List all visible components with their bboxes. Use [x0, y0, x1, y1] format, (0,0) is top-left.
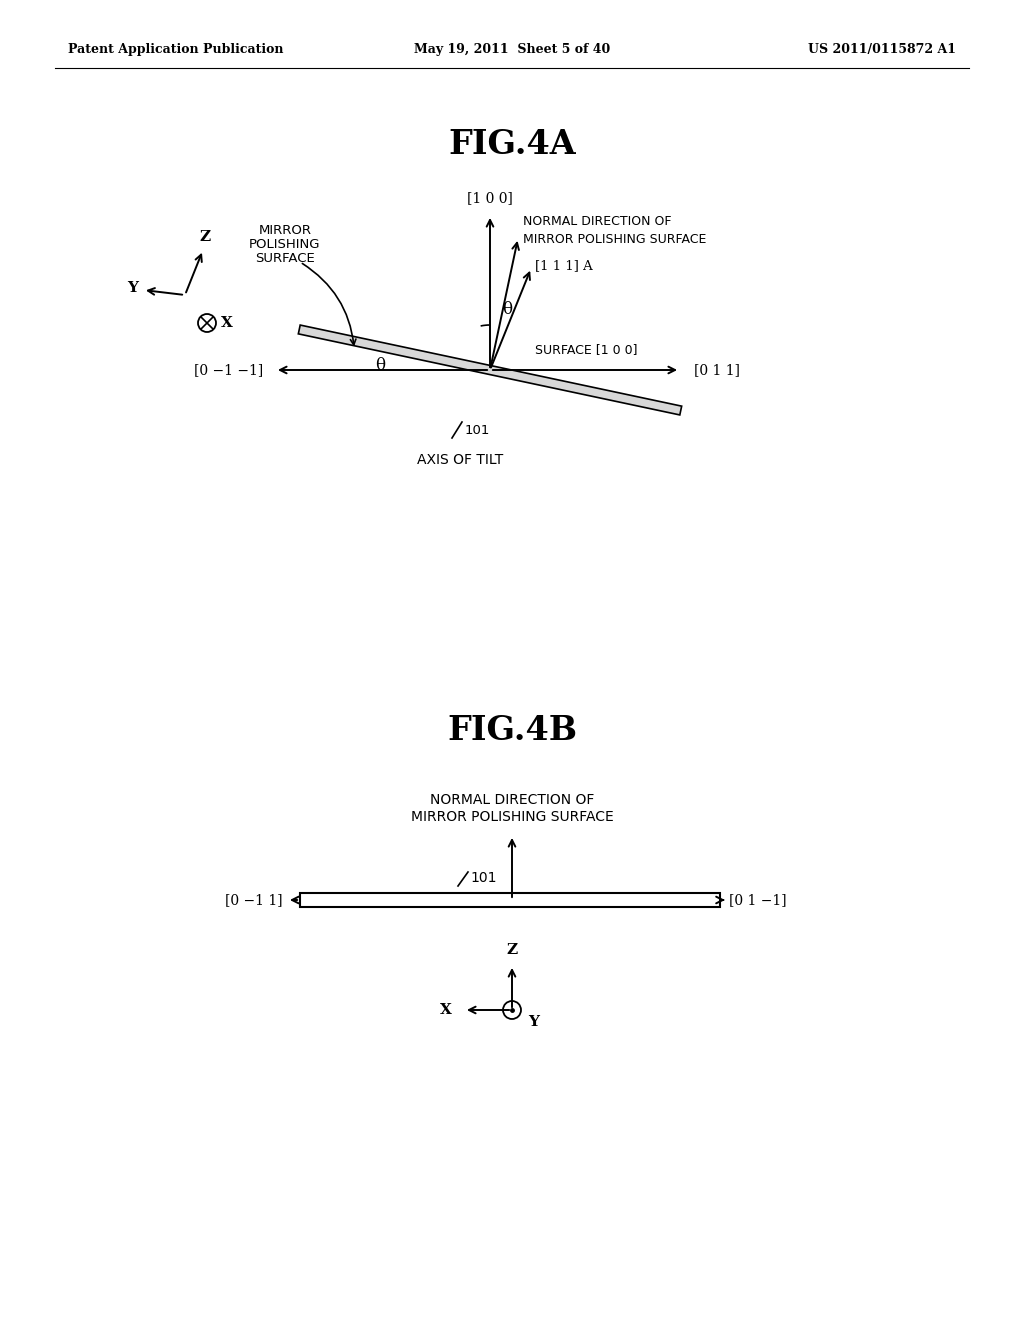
Bar — [300, 894, 720, 907]
Text: [1 1 1] A: [1 1 1] A — [536, 260, 593, 272]
Text: US 2011/0115872 A1: US 2011/0115872 A1 — [808, 44, 956, 57]
Text: NORMAL DIRECTION OF: NORMAL DIRECTION OF — [430, 793, 594, 807]
Text: POLISHING: POLISHING — [249, 238, 321, 251]
Text: MIRROR POLISHING SURFACE: MIRROR POLISHING SURFACE — [523, 232, 707, 246]
Text: [0 1 −1]: [0 1 −1] — [729, 894, 786, 907]
Polygon shape — [298, 325, 682, 414]
Text: θ: θ — [502, 301, 512, 318]
Text: Patent Application Publication: Patent Application Publication — [68, 44, 284, 57]
Text: FIG.4A: FIG.4A — [449, 128, 575, 161]
Text: θ: θ — [375, 356, 385, 374]
Text: SURFACE: SURFACE — [255, 252, 314, 264]
Text: Z: Z — [200, 230, 211, 244]
Text: [0 1 1]: [0 1 1] — [694, 363, 740, 378]
Text: Y: Y — [528, 1015, 539, 1030]
Text: 101: 101 — [470, 871, 497, 884]
Text: [1 0 0]: [1 0 0] — [467, 191, 513, 205]
Text: [0 −1 −1]: [0 −1 −1] — [194, 363, 263, 378]
Text: X: X — [440, 1003, 452, 1016]
Text: 101: 101 — [465, 424, 490, 437]
Text: FIG.4B: FIG.4B — [446, 714, 578, 747]
Text: MIRROR: MIRROR — [258, 223, 311, 236]
Text: X: X — [221, 315, 232, 330]
Text: Z: Z — [507, 942, 517, 957]
Text: AXIS OF TILT: AXIS OF TILT — [417, 453, 503, 467]
Text: SURFACE [1 0 0]: SURFACE [1 0 0] — [535, 343, 638, 356]
Text: [0 −1 1]: [0 −1 1] — [225, 894, 283, 907]
Text: NORMAL DIRECTION OF: NORMAL DIRECTION OF — [523, 215, 672, 228]
Text: Y: Y — [128, 281, 138, 294]
Text: MIRROR POLISHING SURFACE: MIRROR POLISHING SURFACE — [411, 810, 613, 824]
Text: May 19, 2011  Sheet 5 of 40: May 19, 2011 Sheet 5 of 40 — [414, 44, 610, 57]
